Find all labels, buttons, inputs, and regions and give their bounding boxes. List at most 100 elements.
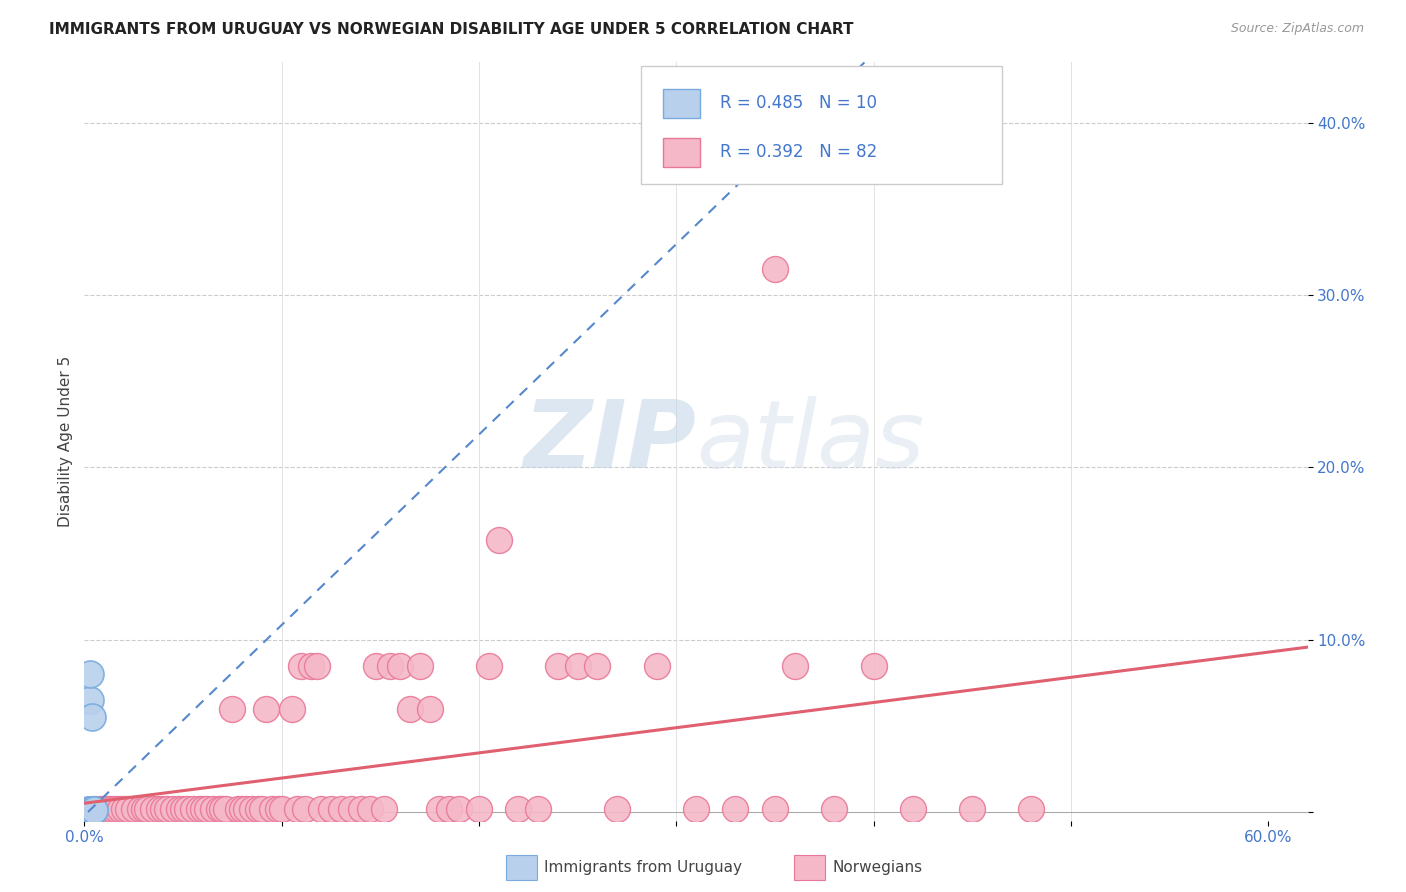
Point xyxy=(439,801,461,815)
Point xyxy=(152,801,174,815)
Point xyxy=(763,262,786,277)
Text: IMMIGRANTS FROM URUGUAY VS NORWEGIAN DISABILITY AGE UNDER 5 CORRELATION CHART: IMMIGRANTS FROM URUGUAY VS NORWEGIAN DIS… xyxy=(49,22,853,37)
Point xyxy=(181,801,204,815)
Point xyxy=(339,801,361,815)
Point xyxy=(167,801,190,815)
Point xyxy=(79,693,101,707)
Point xyxy=(329,801,352,815)
Point xyxy=(82,803,104,817)
Point xyxy=(294,801,316,815)
Point xyxy=(399,701,422,715)
Point xyxy=(112,801,135,815)
Point xyxy=(429,801,451,815)
Point xyxy=(83,801,105,815)
Text: atlas: atlas xyxy=(696,396,924,487)
Point xyxy=(419,701,441,715)
Point xyxy=(449,801,471,815)
Point xyxy=(645,658,668,673)
Point xyxy=(122,801,145,815)
Point xyxy=(226,801,249,815)
Y-axis label: Disability Age Under 5: Disability Age Under 5 xyxy=(58,356,73,527)
Point xyxy=(240,801,263,815)
Point xyxy=(319,801,342,815)
Point xyxy=(246,801,269,815)
Point xyxy=(299,658,322,673)
Point xyxy=(128,801,150,815)
Point xyxy=(79,803,101,817)
Point xyxy=(231,801,253,815)
Point xyxy=(211,801,233,815)
Point xyxy=(148,801,170,815)
Point xyxy=(101,801,124,815)
Point xyxy=(117,801,139,815)
Point xyxy=(270,801,292,815)
Text: ZIP: ZIP xyxy=(523,395,696,488)
FancyBboxPatch shape xyxy=(664,138,700,167)
Point xyxy=(195,801,218,815)
FancyBboxPatch shape xyxy=(641,66,1002,184)
Point xyxy=(468,801,491,815)
Point xyxy=(724,801,747,815)
Point xyxy=(366,658,388,673)
Point xyxy=(108,801,131,815)
Point xyxy=(373,801,395,815)
Point xyxy=(488,533,510,547)
Text: Immigrants from Uruguay: Immigrants from Uruguay xyxy=(544,861,742,875)
Point xyxy=(132,801,155,815)
Point xyxy=(287,801,309,815)
Point xyxy=(254,701,277,715)
Point xyxy=(79,803,101,817)
Point xyxy=(172,801,194,815)
Text: R = 0.485   N = 10: R = 0.485 N = 10 xyxy=(720,94,877,112)
Point xyxy=(349,801,371,815)
Point xyxy=(191,801,214,815)
Point xyxy=(104,801,127,815)
Point xyxy=(823,801,845,815)
Point xyxy=(359,801,381,815)
Point xyxy=(82,803,104,817)
Point xyxy=(547,658,569,673)
Point xyxy=(389,658,412,673)
Point xyxy=(201,801,224,815)
Point xyxy=(783,658,806,673)
Point xyxy=(136,801,159,815)
Point xyxy=(250,801,273,815)
Point xyxy=(862,658,884,673)
Point xyxy=(260,801,283,815)
FancyBboxPatch shape xyxy=(664,89,700,118)
Point xyxy=(162,801,184,815)
Point xyxy=(606,801,628,815)
Point xyxy=(267,801,290,815)
Point xyxy=(586,658,609,673)
Point xyxy=(478,658,501,673)
Point xyxy=(176,801,198,815)
Point xyxy=(685,801,707,815)
Point xyxy=(508,801,530,815)
Point xyxy=(280,701,302,715)
Point xyxy=(93,801,115,815)
Point xyxy=(97,801,120,815)
Point xyxy=(207,801,229,815)
Point xyxy=(527,801,550,815)
Point xyxy=(83,803,105,817)
Point xyxy=(187,801,209,815)
Point xyxy=(235,801,257,815)
Point xyxy=(309,801,332,815)
Point xyxy=(901,801,924,815)
Point xyxy=(221,701,243,715)
Text: Source: ZipAtlas.com: Source: ZipAtlas.com xyxy=(1230,22,1364,36)
Point xyxy=(290,658,312,673)
Point xyxy=(307,658,329,673)
Text: R = 0.392   N = 82: R = 0.392 N = 82 xyxy=(720,143,877,161)
Point xyxy=(763,801,786,815)
Point xyxy=(1021,801,1043,815)
Point xyxy=(82,710,104,724)
Point xyxy=(142,801,165,815)
Point xyxy=(960,801,983,815)
Text: Norwegians: Norwegians xyxy=(832,861,922,875)
Point xyxy=(215,801,238,815)
Point xyxy=(409,658,432,673)
Point xyxy=(380,658,402,673)
Point xyxy=(77,803,100,817)
Point xyxy=(567,658,589,673)
